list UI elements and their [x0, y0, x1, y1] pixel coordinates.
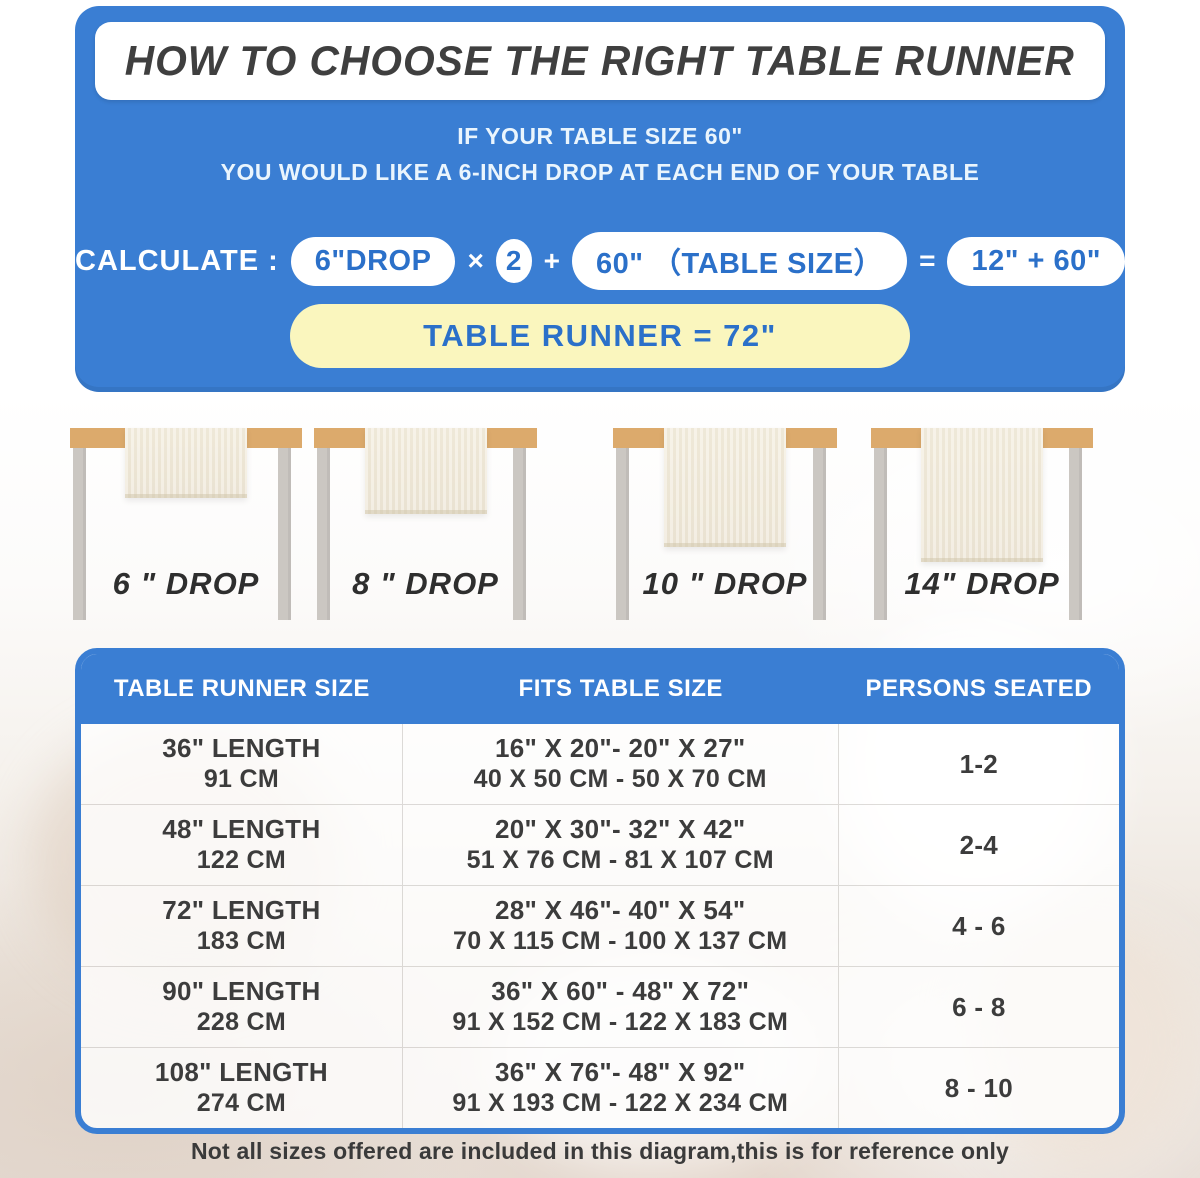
sum-pill: 12" + 60" — [947, 236, 1125, 286]
persons-seated: 6 - 8 — [952, 991, 1006, 1022]
drop-diagrams: 6 " DROP 8 " DROP 10 " DROP 14" DROP — [0, 428, 1200, 644]
runner-size-cm: 183 CM — [196, 927, 287, 955]
table-figure-1: 6 " DROP — [70, 428, 302, 644]
runner-size-cm: 91 CM — [203, 765, 279, 793]
table-row: 108" LENGTH 274 CM 36" X 76"- 48" X 92" … — [81, 1047, 1119, 1128]
table-row: 36" LENGTH 91 CM 16" X 20"- 20" X 27" 40… — [81, 724, 1119, 804]
size-table-header: TABLE RUNNER SIZE FITS TABLE SIZE PERSON… — [81, 654, 1119, 724]
runner-size-in: 108" LENGTH — [154, 1057, 328, 1087]
runner-cloth — [664, 428, 786, 547]
subtitle-line2: YOU WOULD LIKE A 6-INCH DROP AT EACH END… — [220, 159, 980, 185]
table-row: 48" LENGTH 122 CM 20" X 30"- 32" X 42" 5… — [81, 804, 1119, 885]
table-leg-right — [513, 448, 526, 620]
persons-seated: 8 - 10 — [944, 1072, 1013, 1103]
runner-cloth — [125, 428, 247, 498]
persons-seated: 1-2 — [959, 748, 999, 779]
runner-size-in: 90" LENGTH — [162, 976, 321, 1006]
result-pill: TABLE RUNNER = 72" — [290, 304, 910, 368]
table-figure-4: 14" DROP — [871, 428, 1093, 644]
subtitle-line1: IF YOUR TABLE SIZE 60" — [457, 123, 743, 149]
table-figure-3: 10 " DROP — [613, 428, 837, 644]
table-row: 72" LENGTH 183 CM 28" X 46"- 40" X 54" 7… — [81, 885, 1119, 966]
fits-size-cm: 91 X 152 CM - 122 X 183 CM — [452, 1008, 789, 1036]
table-figure-2: 8 " DROP — [314, 428, 537, 644]
drop-label: 6 " DROP — [112, 566, 260, 601]
column-header-runner-size: TABLE RUNNER SIZE — [113, 675, 370, 702]
fits-size-in: 16" X 20"- 20" X 27" — [495, 733, 746, 763]
table-row: 90" LENGTH 228 CM 36" X 60" - 48" X 72" … — [81, 966, 1119, 1047]
runner-size-cm: 274 CM — [196, 1089, 287, 1117]
table-leg-left — [73, 448, 86, 620]
footer-note: Not all sizes offered are included in th… — [190, 1138, 1010, 1164]
runner-size-in: 48" LENGTH — [162, 814, 321, 844]
table-leg-right — [1069, 448, 1082, 620]
table-leg-right — [813, 448, 826, 620]
calculate-label: CALCULATE : — [75, 244, 279, 277]
runner-size-in: 72" LENGTH — [162, 895, 321, 925]
fits-size-in: 36" X 76"- 48" X 92" — [495, 1057, 746, 1087]
table-leg-right — [278, 448, 291, 620]
fits-size-cm: 70 X 115 CM - 100 X 137 CM — [453, 927, 788, 955]
runner-cloth — [921, 428, 1043, 562]
equals-operator: = — [919, 245, 936, 276]
table-leg-left — [616, 448, 629, 620]
fits-size-in: 36" X 60" - 48" X 72" — [491, 976, 750, 1006]
result-row: TABLE RUNNER = 72" — [75, 304, 1125, 368]
fits-size-cm: 91 X 193 CM - 122 X 234 CM — [452, 1089, 789, 1117]
drop-pill: 6"DROP — [290, 236, 456, 286]
title-box: HOW TO CHOOSE THE RIGHT TABLE RUNNER — [95, 22, 1105, 100]
column-header-fits-size: FITS TABLE SIZE — [518, 675, 723, 702]
factor-circle: 2 — [495, 239, 532, 283]
calculation-row: CALCULATE : 6"DROP × 2 + 60" （TABLE SIZE… — [75, 232, 1125, 290]
drop-label: 10 " DROP — [642, 566, 808, 601]
column-header-persons: PERSONS SEATED — [865, 675, 1093, 702]
runner-size-cm: 228 CM — [196, 1008, 287, 1036]
fits-size-in: 28" X 46"- 40" X 54" — [495, 895, 746, 925]
size-table-body: 36" LENGTH 91 CM 16" X 20"- 20" X 27" 40… — [81, 724, 1119, 1128]
persons-seated: 4 - 6 — [952, 910, 1006, 941]
table-leg-left — [317, 448, 330, 620]
runner-size-in: 36" LENGTH — [162, 733, 321, 763]
fits-size-cm: 40 X 50 CM - 50 X 70 CM — [473, 765, 767, 793]
multiply-operator: × — [467, 245, 484, 276]
header-panel: HOW TO CHOOSE THE RIGHT TABLE RUNNER IF … — [75, 6, 1125, 392]
subtitle: IF YOUR TABLE SIZE 60" YOU WOULD LIKE A … — [75, 118, 1125, 190]
table-leg-left — [874, 448, 887, 620]
drop-label: 8 " DROP — [352, 566, 499, 601]
size-table: TABLE RUNNER SIZE FITS TABLE SIZE PERSON… — [75, 648, 1125, 1134]
runner-cloth — [364, 428, 487, 514]
fits-size-in: 20" X 30"- 32" X 42" — [495, 814, 746, 844]
page-title: HOW TO CHOOSE THE RIGHT TABLE RUNNER — [124, 37, 1076, 84]
runner-size-cm: 122 CM — [196, 846, 287, 874]
table-size-pill: 60" （TABLE SIZE） — [571, 232, 908, 290]
persons-seated: 2-4 — [959, 829, 999, 860]
drop-label: 14" DROP — [904, 566, 1060, 601]
plus-operator: + — [543, 245, 560, 276]
fits-size-cm: 51 X 76 CM - 81 X 107 CM — [466, 846, 774, 874]
